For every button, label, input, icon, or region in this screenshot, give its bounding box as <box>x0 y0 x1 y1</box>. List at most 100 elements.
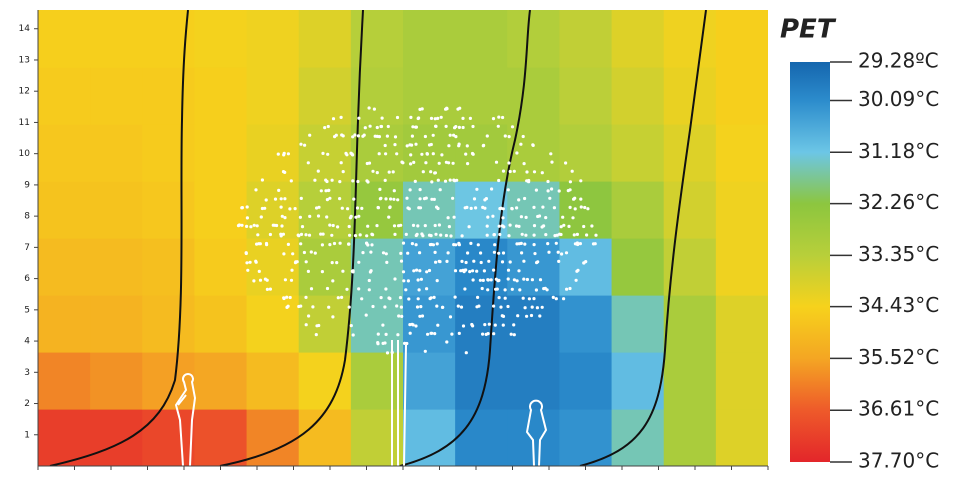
tree-dot <box>478 278 482 282</box>
tree-dot <box>282 252 286 256</box>
tree-dot <box>273 197 278 201</box>
tree-dot <box>444 124 448 128</box>
y-tick-label: 13 <box>19 55 30 65</box>
tree-dot <box>484 332 488 336</box>
tree-dot <box>416 224 420 228</box>
tree-dot <box>245 216 249 220</box>
wind-contour <box>579 10 707 466</box>
tree-dot <box>412 160 416 164</box>
tree-dot <box>532 233 536 237</box>
tree-dot <box>286 242 290 246</box>
tree-dot <box>584 260 588 264</box>
colorbar-tick-label: 30.09°C <box>858 87 939 111</box>
tree-dot <box>412 269 416 273</box>
heat-cell <box>246 295 300 353</box>
heat-cell <box>455 238 508 296</box>
tree-dot <box>376 342 380 346</box>
tree-dot <box>248 260 252 264</box>
person-silhouette <box>174 373 197 466</box>
tree-dot <box>245 205 249 209</box>
tree-dot <box>448 178 452 182</box>
tree-dot <box>410 242 414 246</box>
tree-dot <box>315 206 319 210</box>
tree-dot <box>530 278 535 282</box>
tree-dot <box>389 197 393 201</box>
heat-cell <box>194 67 248 125</box>
heat-cell <box>455 352 508 410</box>
tree-dot <box>406 206 410 210</box>
tree-dot <box>459 305 464 309</box>
tree-dot <box>306 269 310 273</box>
tree-dot <box>372 107 376 111</box>
tree-dot <box>296 233 300 237</box>
tree-dot <box>557 259 561 263</box>
heat-cell <box>403 352 456 410</box>
tree-dot <box>449 234 453 238</box>
tree-dot <box>351 333 355 337</box>
tree-dot <box>300 225 305 229</box>
tree-dot <box>316 214 321 218</box>
tree-dot <box>280 214 284 218</box>
tree-dot <box>565 287 569 291</box>
tree-dot <box>393 232 397 236</box>
tree-dot <box>506 304 510 309</box>
tree-dot <box>532 170 537 174</box>
tree-dot <box>525 314 529 318</box>
y-tick-label: 3 <box>24 368 30 378</box>
tree-dot <box>356 134 360 138</box>
tree-dot <box>282 296 286 300</box>
tree-dot <box>519 241 523 245</box>
heat-cell <box>507 181 561 239</box>
tree-dot <box>522 259 526 263</box>
tree-dot <box>347 242 351 246</box>
tree-dot <box>507 161 511 165</box>
heat-cell <box>298 352 352 410</box>
tree-dot <box>281 170 286 174</box>
heat-cell <box>38 295 91 353</box>
heat-cell <box>142 67 196 125</box>
tree-dot <box>568 286 572 291</box>
tree-dot <box>566 189 570 193</box>
tree-dot <box>512 278 517 282</box>
tree-dot <box>373 134 377 138</box>
tree-dot <box>308 133 312 137</box>
tree-dot <box>452 133 456 137</box>
tree-dot <box>475 269 479 273</box>
tree-dot <box>285 295 289 299</box>
tree-dot <box>548 196 552 200</box>
tree-dot <box>438 260 442 264</box>
tree-dot <box>542 287 546 291</box>
tree-dot <box>467 225 471 229</box>
tree-dot <box>437 223 441 227</box>
tree-dot <box>483 206 487 210</box>
tree-dot <box>477 304 481 308</box>
tree-dot <box>485 134 489 138</box>
tree-dot <box>367 278 371 283</box>
tree-dot <box>436 116 440 120</box>
heat-cell <box>142 295 196 353</box>
tree-dot <box>289 278 294 282</box>
tree-dot <box>263 206 267 210</box>
tree-dot <box>288 207 292 211</box>
tree-dot <box>476 295 480 299</box>
tree-dot <box>293 207 297 211</box>
tree-dot <box>410 134 414 138</box>
tree-dot <box>484 197 488 201</box>
heat-cell <box>90 352 143 410</box>
person-silhouette <box>525 399 548 466</box>
heat-cell <box>38 238 91 296</box>
tree-dot <box>411 223 416 227</box>
tree-dot <box>492 304 496 308</box>
tree-dot <box>283 197 287 201</box>
tree-dot <box>279 197 283 201</box>
tree-dot <box>379 124 384 129</box>
tree-dot <box>385 351 390 355</box>
tree-dot <box>469 241 473 245</box>
heat-cell <box>559 352 613 410</box>
overlay <box>49 10 707 466</box>
tree-dot <box>436 178 440 182</box>
tree-dot <box>517 198 521 202</box>
tree-dot <box>546 179 550 184</box>
tree-dot <box>457 125 461 129</box>
tree-dot <box>384 197 388 201</box>
